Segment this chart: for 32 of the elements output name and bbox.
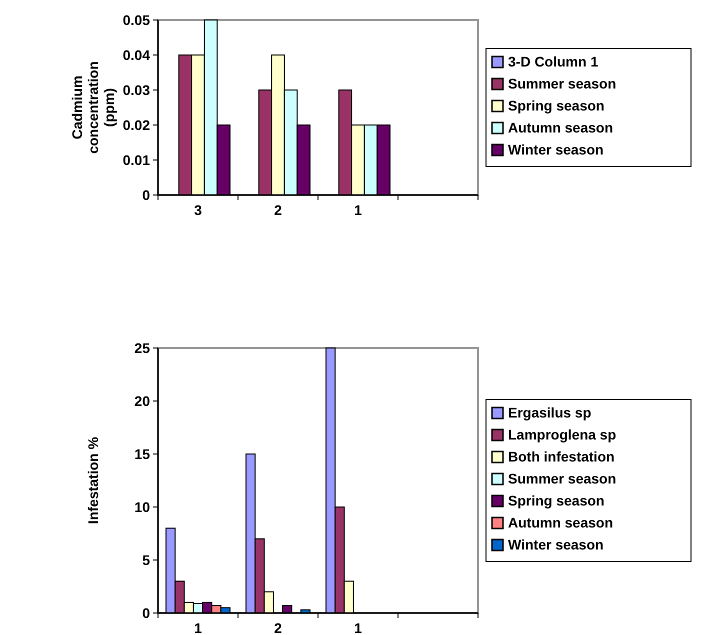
y-tick-label: 5 bbox=[142, 552, 150, 568]
y-tick-label: 0.05 bbox=[122, 12, 150, 28]
y-tick-label: 15 bbox=[134, 446, 150, 462]
y-axis-title: Cadmium concentration (ppm) bbox=[69, 61, 117, 154]
legend-label: Autumn season bbox=[508, 120, 614, 136]
y-tick-label: 0.03 bbox=[122, 82, 150, 98]
y-tick-label: 25 bbox=[134, 340, 150, 356]
y-tick-label: 0 bbox=[142, 186, 150, 203]
legend-label: Summer season bbox=[508, 76, 616, 92]
legend-label: 3-D Column 1 bbox=[508, 54, 598, 70]
x-tick-label: 1 bbox=[354, 202, 362, 218]
legend-label: Lamproglena sp bbox=[508, 426, 616, 442]
y-tick-label: 0.04 bbox=[122, 46, 150, 63]
legend-label: Winter season bbox=[508, 536, 604, 552]
y-tick-label: 10 bbox=[134, 498, 150, 515]
x-tick-label: 1 bbox=[354, 620, 362, 635]
legend-label: Summer season bbox=[508, 470, 616, 486]
x-tick-label: 1 bbox=[194, 620, 202, 635]
legend-label: Autumn season bbox=[508, 514, 614, 530]
y-tick-label: 20 bbox=[134, 392, 150, 409]
legend-label: Both infestation bbox=[508, 448, 615, 464]
x-tick-label: 3 bbox=[194, 202, 202, 218]
y-tick-label: 0 bbox=[142, 604, 150, 621]
x-tick-label: 2 bbox=[274, 202, 282, 218]
legend-label: Spring season bbox=[508, 98, 604, 114]
legend-label: Winter season bbox=[508, 142, 604, 158]
x-tick-label: 2 bbox=[274, 620, 282, 635]
y-tick-label: 0.02 bbox=[122, 116, 150, 133]
y-axis-title: Infestation % bbox=[85, 436, 101, 524]
y-tick-label: 0.01 bbox=[122, 152, 150, 168]
legend-label: Spring season bbox=[508, 492, 604, 508]
legend-label: Ergasilus sp bbox=[508, 404, 592, 420]
